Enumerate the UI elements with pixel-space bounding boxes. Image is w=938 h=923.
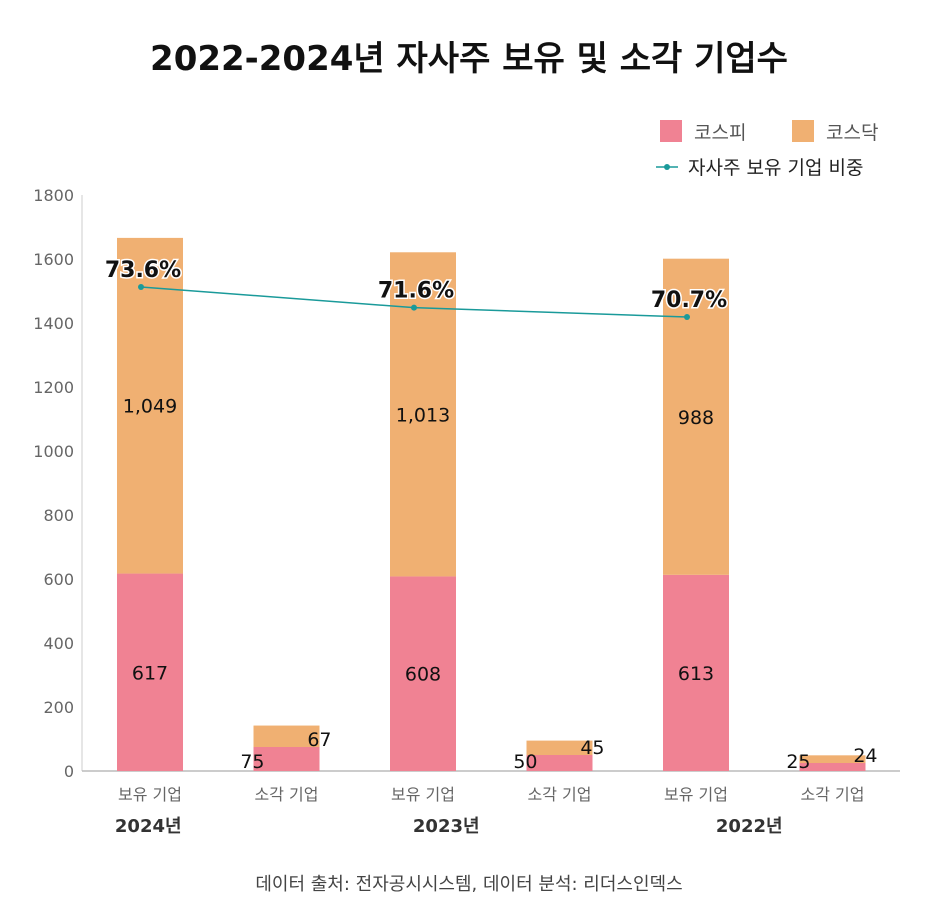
x-tick-label: 소각 기업 — [255, 785, 319, 804]
data-label-kosdaq: 1,049 — [123, 396, 177, 418]
bar-kosdaq — [799, 755, 866, 763]
y-tick-label: 1400 — [33, 314, 74, 333]
ratio-point — [684, 313, 690, 320]
bar-kospi — [526, 755, 593, 771]
ratio-label: 73.6% — [105, 258, 181, 283]
x-tick-label: 소각 기업 — [528, 785, 592, 804]
bar-kospi — [799, 763, 866, 771]
y-tick-label: 400 — [43, 634, 74, 653]
data-label-kosdaq: 988 — [678, 407, 714, 429]
bar-kosdaq — [526, 740, 593, 755]
y-tick-label: 600 — [43, 570, 74, 589]
legend-label-kospi: 코스피 — [694, 122, 746, 144]
bar-kospi — [117, 573, 183, 771]
bar-kospi — [390, 576, 456, 771]
data-label-kosdaq: 67 — [307, 729, 331, 751]
bar-kosdaq — [253, 725, 320, 747]
group-label: 2022년 — [716, 816, 783, 837]
group-label: 2024년 — [115, 816, 182, 837]
ratio-point — [411, 304, 417, 311]
ratio-point — [138, 284, 144, 290]
source-note: 데이터 출처: 전자공시시스템, 데이터 분석: 리더스인덱스 — [255, 874, 682, 895]
ratio-label: 70.7% — [651, 288, 727, 313]
y-tick-label: 1800 — [33, 186, 74, 205]
y-tick-label: 0 — [64, 762, 74, 781]
y-tick-label: 200 — [43, 698, 74, 717]
x-tick-label: 보유 기업 — [664, 785, 728, 804]
legend-marker-ratio — [664, 164, 670, 170]
x-tick-label: 보유 기업 — [391, 785, 455, 804]
legend-swatch-kospi — [660, 120, 682, 142]
data-label-kospi: 75 — [240, 751, 264, 773]
x-tick-label: 보유 기업 — [118, 785, 182, 804]
bar-kosdaq — [117, 237, 183, 574]
y-tick-label: 1200 — [33, 378, 74, 397]
data-label-kospi: 617 — [132, 662, 168, 684]
bar-kospi — [253, 747, 320, 771]
data-label-kospi: 608 — [405, 664, 441, 686]
legend: 코스피 코스닥 자사주 보유 기업 비중 — [656, 120, 878, 179]
data-label-kosdaq: 45 — [580, 737, 604, 759]
data-label-kospi: 613 — [678, 663, 714, 685]
chart-title: 2022-2024년 자사주 보유 및 소각 기업수 — [150, 39, 788, 79]
group-label: 2023년 — [413, 816, 480, 837]
data-label-kosdaq: 24 — [853, 745, 877, 767]
legend-label-kosdaq: 코스닥 — [826, 122, 878, 144]
legend-label-ratio: 자사주 보유 기업 비중 — [688, 157, 863, 179]
bar-kosdaq — [663, 258, 729, 575]
data-label-kospi: 50 — [513, 751, 537, 773]
legend-swatch-kosdaq — [792, 120, 814, 142]
data-label-kospi: 25 — [786, 751, 810, 773]
y-tick-label: 1600 — [33, 250, 74, 269]
ratio-label: 71.6% — [378, 279, 454, 304]
y-tick-label: 1000 — [33, 442, 74, 461]
bar-kospi — [663, 574, 729, 771]
data-label-kosdaq: 1,013 — [396, 404, 450, 426]
y-tick-label: 800 — [43, 506, 74, 525]
x-tick-label: 소각 기업 — [801, 785, 865, 804]
